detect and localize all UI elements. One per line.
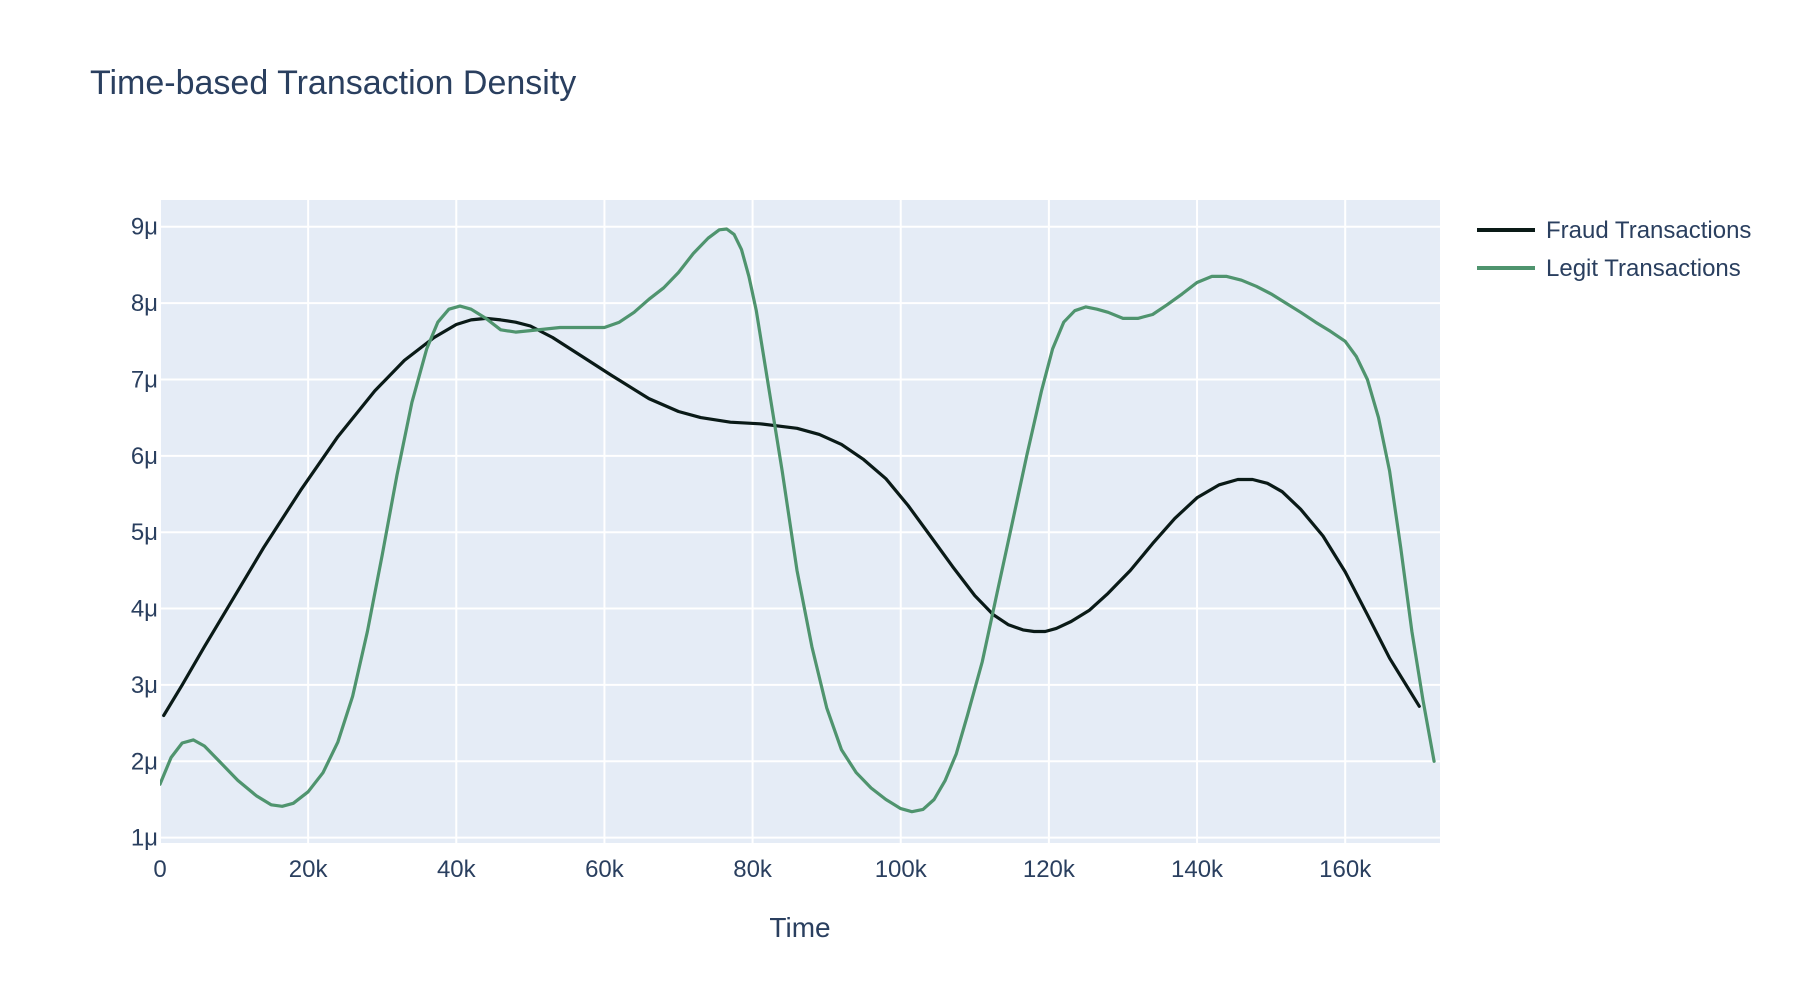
x-tick-label: 100k [875, 856, 928, 883]
x-tick-label: 0 [153, 856, 166, 883]
series-line-legit-transactions[interactable] [160, 227, 1436, 814]
y-tick-label: 9μ [131, 214, 158, 241]
legend-item[interactable]: Legit Transactions [1477, 255, 1741, 282]
y-tick-label: 2μ [131, 748, 158, 775]
x-tick-label: 20k [289, 856, 329, 883]
y-tick-label: 4μ [131, 596, 158, 623]
plot-background [160, 200, 1440, 843]
x-tick-label: 40k [437, 856, 477, 883]
y-tick-label: 1μ [131, 825, 158, 852]
x-tick-label: 80k [733, 856, 773, 883]
x-tick-label: 160k [1319, 856, 1372, 883]
y-tick-label: 7μ [131, 366, 158, 393]
x-axis-ticks: 0 20k 40k 60k 80k 100k 120k 140k 160k [153, 856, 1372, 883]
legend-item[interactable]: Fraud Transactions [1477, 217, 1751, 244]
y-tick-label: 6μ [131, 443, 158, 470]
legend-label: Fraud Transactions [1546, 217, 1751, 244]
x-tick-label: 60k [585, 856, 625, 883]
x-tick-label: 120k [1023, 856, 1076, 883]
y-tick-label: 8μ [131, 290, 158, 317]
x-axis-title: Time [769, 912, 830, 943]
legend[interactable]: Fraud Transactions Legit Transactions [1477, 217, 1751, 282]
y-axis-ticks: 1μ 2μ 3μ 4μ 5μ 6μ 7μ 8μ 9μ [131, 214, 158, 852]
series-lines [160, 227, 1436, 814]
x-tick-label: 140k [1171, 856, 1224, 883]
series-line-fraud-transactions[interactable] [162, 316, 1421, 718]
legend-label: Legit Transactions [1546, 255, 1741, 282]
y-tick-label: 5μ [131, 519, 158, 546]
y-tick-label: 3μ [131, 672, 158, 699]
chart-title: Time-based Transaction Density [90, 64, 577, 102]
